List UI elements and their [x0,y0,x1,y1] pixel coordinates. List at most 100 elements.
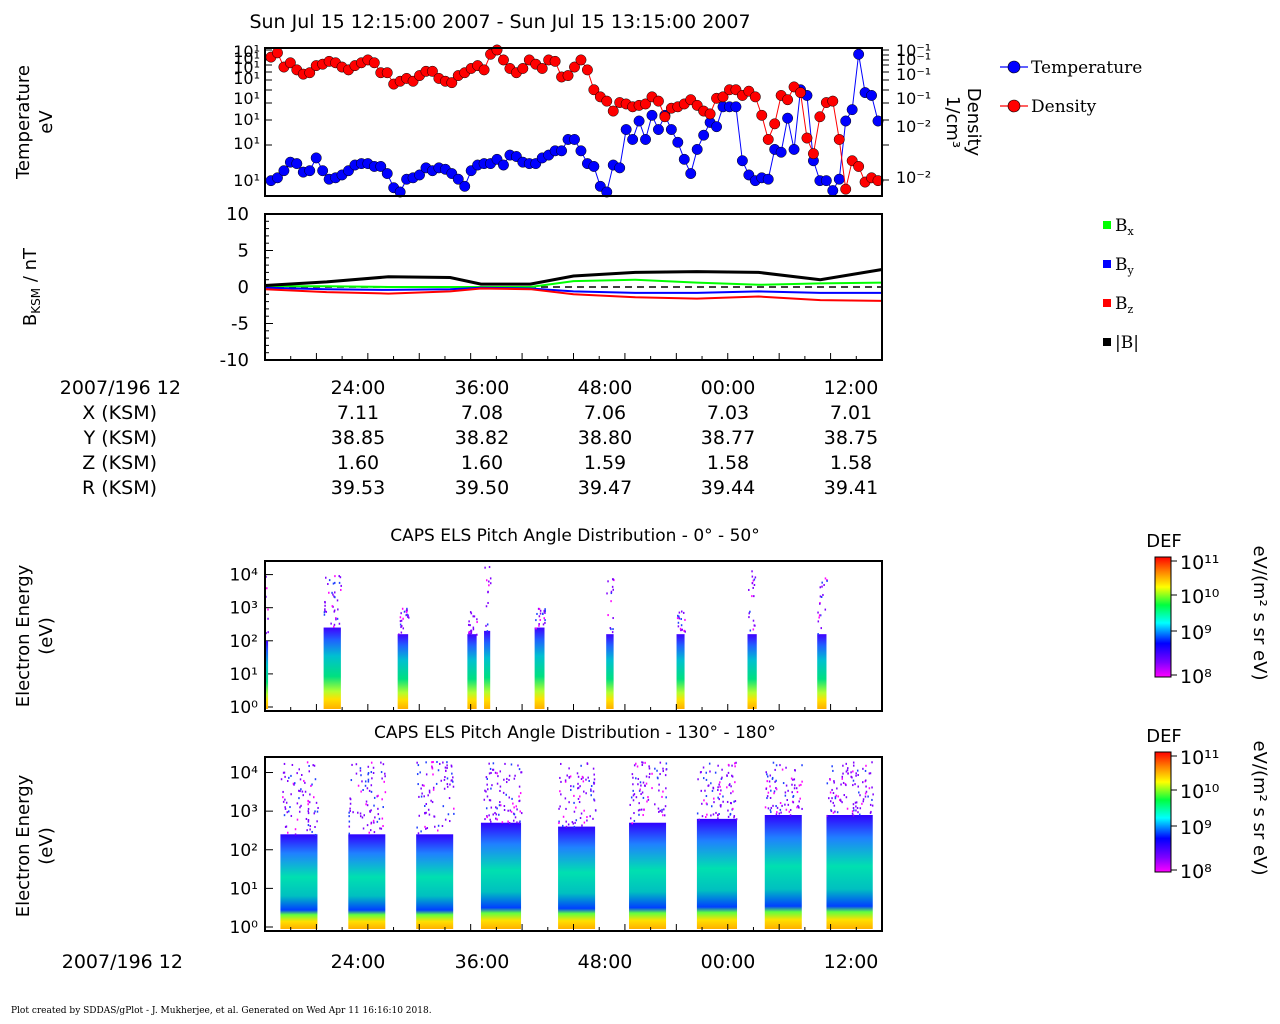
spectrogram-speckle [850,775,852,778]
spectrogram-speckle [639,808,641,811]
spectrogram-speckle [607,614,609,617]
spectrogram-speckle [726,786,728,789]
spectrogram-speckle [611,578,614,581]
spectrogram-speckle [642,814,644,817]
spectrogram-speckle [772,761,775,764]
spectrogram-speckle [486,815,488,818]
spectrogram-speckle [362,788,364,791]
spectrogram-speckle [784,803,786,806]
spectrogram-speckle [366,804,369,807]
temperature-point [762,173,774,185]
spectrogram-speckle [283,762,286,765]
spectrogram-speckle [502,791,505,794]
spectrogram-speckle [543,609,545,612]
spectrogram-speckle [379,827,381,830]
spectrogram-speckle [449,820,451,823]
spectrogram-burst [323,627,341,709]
spectrogram-speckle [368,789,371,792]
pad-130-180-title: CAPS ELS Pitch Angle Distribution - 130°… [374,723,776,743]
ephemeris-row-label: R (KSM) [82,477,157,499]
spectrogram-speckle [832,792,835,795]
ephemeris-row-label: Y (KSM) [83,427,157,449]
spectrogram-speckle [819,602,821,605]
density-point [284,57,296,69]
spectrogram-speckle [854,783,856,786]
spectrogram-speckle [791,783,793,786]
spectrogram-speckle [428,813,431,816]
spectrogram-speckle [543,617,545,620]
temperature-point [633,115,645,127]
spectrogram-speckle [590,788,592,791]
spectrogram-speckle [378,817,381,820]
spectrogram-speckle [578,801,581,804]
spectrogram-speckle [424,825,426,828]
spectrogram-speckle [718,783,720,786]
ephemeris-value: 1.59 [584,452,626,474]
spectrogram-speckle [506,777,508,780]
spectrogram-speckle [298,810,301,813]
spectrogram-speckle [338,622,341,625]
spectrogram-speckle [499,801,501,804]
spectrogram-speckle [301,774,303,777]
spectrogram-speckle [639,781,642,784]
spectrogram-speckle [444,818,447,821]
spectrogram-speckle [306,761,309,764]
spectrogram-speckle [359,769,362,772]
spectrogram-speckle [785,766,787,769]
spectrogram-speckle [659,773,661,776]
spectrogram-speckle [299,806,301,809]
spectrogram-speckle [817,620,820,623]
spectrogram-speckle [517,764,519,767]
spectrogram-speckle [588,779,590,782]
density-point [872,175,884,187]
spectrogram-speckle [450,764,453,767]
colorbar-tick-label: 10⁸ [1180,861,1212,883]
spectrogram-speckle [515,805,517,808]
spectrogram-burst [826,815,873,929]
spectrogram-speckle [360,774,362,777]
spectrogram-speckle [678,611,681,614]
spectrogram-burst [558,826,596,929]
spectrogram-speckle [421,784,424,787]
legend-subscript: x [1128,225,1135,238]
spectrogram-speckle [663,814,666,817]
spectrogram-speckle [330,622,332,625]
spectrogram-speckle [717,789,719,792]
spectrogram-speckle [372,771,375,774]
spectrogram-speckle [301,790,304,793]
spectrogram-speckle [559,805,561,808]
spectrogram-speckle [580,778,583,781]
spectrogram-speckle [610,590,613,593]
bfield-tick-label: -10 [220,350,249,371]
spectrogram-speckle [496,818,499,821]
spectrogram-speckle [542,623,545,626]
spectrogram-speckle [539,618,541,621]
spectrogram-speckle [309,825,312,828]
spectrogram-speckle [582,780,585,783]
spectrogram-speckle [726,774,728,777]
spectrogram-speckle [663,808,665,811]
spectrogram-speckle [801,807,803,810]
spectrogram-speckle [845,770,848,773]
spectrogram-speckle [333,581,336,584]
temperature-point [310,152,322,164]
spectrogram-speckle [731,774,733,777]
spectrogram-speckle [682,611,685,614]
temperature-point [620,124,632,135]
spectrogram-speckle [821,585,823,588]
ephemeris-value: 1.58 [707,452,749,474]
spectrogram-speckle [399,623,402,626]
spectrogram-speckle [767,807,770,810]
spectrogram-speckle [291,763,294,766]
pad-130-180-yunit: (eV) [36,827,57,864]
spectrogram-speckle [665,796,667,799]
spectrogram-speckle [432,786,435,789]
spectrogram-speckle [795,787,798,790]
density-point [581,64,593,76]
spectrogram-speckle [840,799,842,802]
spectrogram-speckle [307,803,309,806]
spectrogram-speckle [644,784,646,787]
spectrogram-speckle [817,633,819,636]
spectrogram-speckle [784,791,787,794]
spectrogram-speckle [862,798,865,801]
